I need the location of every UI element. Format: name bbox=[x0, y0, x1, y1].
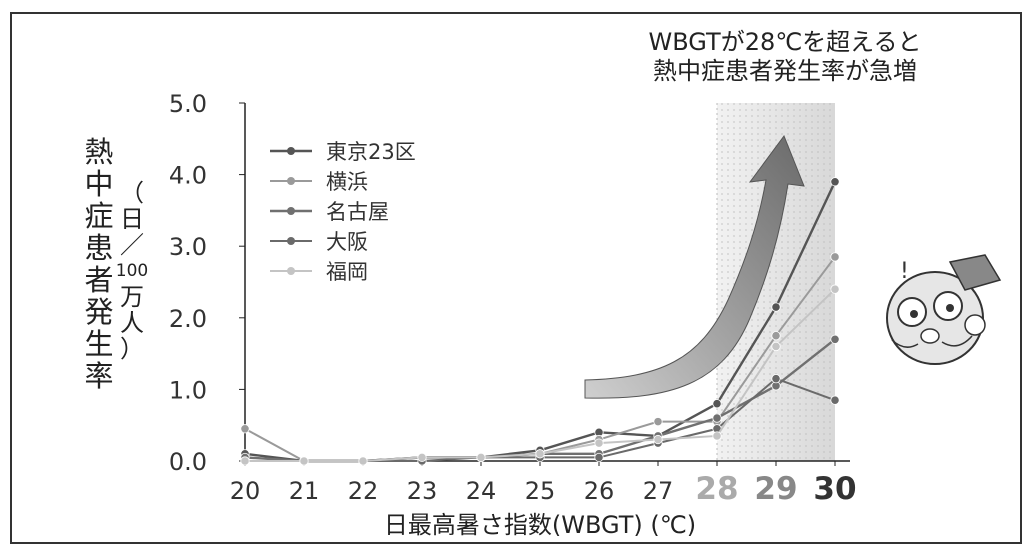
data-point bbox=[830, 395, 840, 405]
data-point bbox=[830, 334, 840, 344]
data-point bbox=[653, 434, 663, 445]
x-tick-label: 28 bbox=[695, 471, 738, 507]
y-axis-unit-char: ／ bbox=[120, 231, 144, 259]
legend-marker bbox=[287, 267, 295, 275]
y-tick-label: 1.0 bbox=[169, 376, 207, 404]
y-axis-unit-char: 万 bbox=[120, 283, 144, 311]
svg-text:!: ! bbox=[900, 259, 909, 284]
data-point bbox=[417, 452, 427, 463]
data-point bbox=[712, 431, 722, 441]
legend-marker bbox=[287, 147, 295, 155]
legend-label: 東京23区 bbox=[326, 140, 416, 164]
data-point bbox=[299, 456, 309, 466]
data-point bbox=[653, 417, 663, 427]
y-axis-label-char: 率 bbox=[84, 359, 114, 393]
data-point bbox=[240, 424, 250, 434]
y-axis-unit-char: 日 bbox=[120, 205, 144, 233]
annotation-text: WBGTが28℃を超えると 熱中症患者発生率が急増 bbox=[620, 28, 950, 86]
data-point bbox=[358, 456, 368, 466]
x-axis-label: 日最高暑さ指数(WBGT) (℃) bbox=[383, 511, 697, 539]
data-point bbox=[771, 302, 781, 312]
trend-arrow bbox=[584, 134, 805, 399]
data-point bbox=[535, 449, 545, 459]
data-point bbox=[594, 452, 604, 463]
annotation-line-2: 熱中症患者発生率が急増 bbox=[653, 57, 917, 85]
x-tick-label: 21 bbox=[289, 477, 320, 505]
y-tick-label: 4.0 bbox=[169, 162, 207, 190]
legend-marker bbox=[287, 207, 295, 215]
y-axis-unit-label: （日／ 100 万人） bbox=[112, 180, 152, 362]
data-point bbox=[594, 438, 604, 448]
x-tick-label: 30 bbox=[813, 471, 856, 507]
legend-label: 名古屋 bbox=[326, 200, 389, 224]
y-axis-label-char: 患 bbox=[84, 231, 114, 265]
y-axis-unit-char: （ bbox=[120, 179, 144, 207]
y-tick-label: 3.0 bbox=[169, 233, 207, 261]
legend-label: 大阪 bbox=[326, 230, 368, 254]
y-axis-label-char: 発 bbox=[84, 295, 114, 329]
legend-label: 横浜 bbox=[326, 170, 368, 194]
y-tick-label: 5.0 bbox=[169, 90, 207, 118]
y-tick-label: 2.0 bbox=[169, 305, 207, 333]
x-tick-label: 27 bbox=[643, 477, 674, 505]
y-axis-label-char: 症 bbox=[84, 199, 114, 233]
data-point bbox=[771, 341, 781, 352]
x-tick-label: 26 bbox=[584, 477, 615, 505]
annotation-line-1: WBGTが28℃を超えると bbox=[648, 28, 922, 56]
legend-label: 福岡 bbox=[326, 260, 368, 284]
mascot-illustration: ! bbox=[886, 254, 1002, 365]
data-point bbox=[712, 399, 722, 409]
series-group bbox=[240, 284, 840, 466]
y-axis-unit-char: 100 bbox=[115, 261, 149, 281]
data-point bbox=[830, 177, 840, 187]
data-point bbox=[830, 284, 840, 294]
data-point bbox=[771, 374, 781, 384]
x-tick-label: 20 bbox=[230, 477, 261, 505]
y-axis-label-char: 中 bbox=[84, 167, 114, 201]
y-axis-label: 熱中症患者発生率 bbox=[82, 136, 116, 392]
data-point bbox=[830, 252, 840, 262]
data-point bbox=[771, 331, 781, 341]
x-tick-label: 23 bbox=[407, 477, 438, 505]
x-tick-label: 29 bbox=[754, 471, 797, 507]
data-point bbox=[712, 413, 722, 423]
y-tick-label: 0.0 bbox=[169, 448, 207, 476]
x-tick-label: 25 bbox=[525, 477, 556, 505]
y-axis-label-char: 熱 bbox=[84, 135, 114, 169]
x-tick-label: 22 bbox=[348, 477, 379, 505]
y-axis-label-char: 者 bbox=[84, 263, 114, 297]
y-axis-unit-char: ） bbox=[120, 335, 144, 363]
x-tick-label: 24 bbox=[466, 477, 497, 505]
legend-marker bbox=[287, 237, 295, 245]
y-axis-unit-char: 人 bbox=[120, 309, 144, 337]
y-axis-label-char: 生 bbox=[84, 327, 114, 361]
legend-marker bbox=[287, 177, 295, 185]
data-point bbox=[476, 452, 486, 463]
data-point bbox=[240, 456, 250, 466]
